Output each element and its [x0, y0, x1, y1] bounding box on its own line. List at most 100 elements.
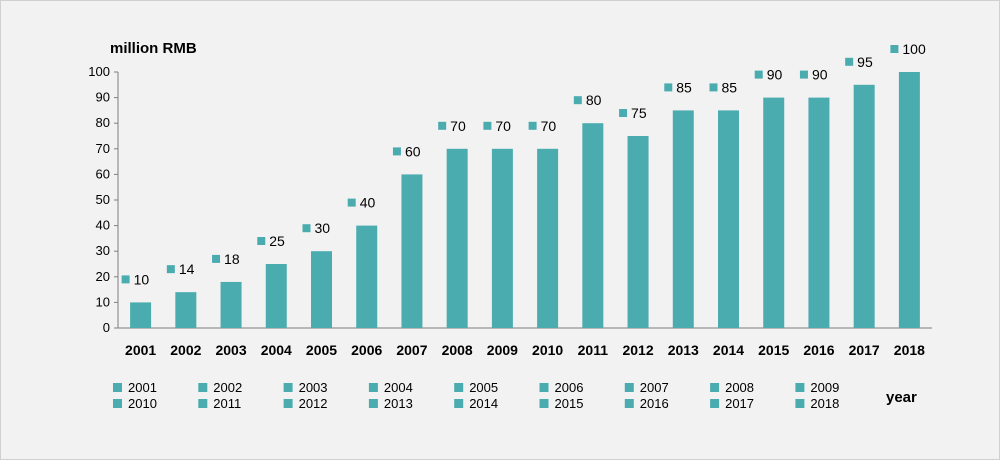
- bar-2002: [175, 292, 197, 328]
- y-tick-label: 90: [96, 90, 110, 105]
- data-label-2016: 90: [812, 67, 828, 83]
- legend-swatch: [113, 399, 122, 408]
- bar-2012: [627, 136, 649, 328]
- bar-2006: [356, 225, 378, 328]
- data-label-2001: 10: [134, 271, 150, 287]
- data-label-marker: [166, 265, 175, 274]
- legend-entry-2009: 2009: [810, 380, 839, 395]
- x-tick-label-2002: 2002: [170, 342, 201, 358]
- x-tick-label-2005: 2005: [306, 342, 337, 358]
- y-tick-label: 0: [103, 320, 110, 335]
- x-tick-label-2011: 2011: [578, 342, 609, 358]
- data-labels: 10 14 18 25 30 40 60 70 70 70 80 75 85 85 90 90 95 100: [121, 41, 926, 287]
- data-label-marker: [845, 57, 854, 66]
- data-label-2010: 70: [541, 118, 557, 134]
- legend-swatch: [368, 383, 378, 392]
- data-label-2013: 85: [676, 79, 692, 95]
- x-tick-label-2017: 2017: [849, 342, 880, 358]
- legend-swatch: [368, 399, 378, 408]
- bar-2013: [672, 110, 694, 329]
- data-label-2018: 100: [902, 41, 926, 57]
- data-label-2008: 70: [450, 118, 466, 134]
- data-label-marker: [664, 83, 673, 92]
- legend-entry-2012: 2012: [299, 396, 328, 411]
- bar-2014: [718, 110, 739, 329]
- data-label-marker: [890, 45, 899, 53]
- legend-entry-2011: 2011: [213, 396, 241, 411]
- data-label-marker: [257, 237, 266, 245]
- legend-swatch: [283, 383, 293, 392]
- x-tick-label-2018: 2018: [894, 342, 925, 358]
- bar-2001: [130, 302, 152, 328]
- legend-entry-2017: 2017: [725, 396, 754, 411]
- y-tick-label: 10: [96, 294, 110, 309]
- x-tick-label-2006: 2006: [351, 342, 382, 358]
- x-axis-title: year: [886, 389, 917, 406]
- legend-entry-2013: 2013: [384, 396, 413, 411]
- legend-swatch: [283, 399, 293, 408]
- data-label-marker: [347, 198, 356, 207]
- legend-swatch: [113, 383, 122, 392]
- data-label-marker: [709, 83, 718, 92]
- bar-2004: [265, 264, 287, 328]
- legend-entry-2007: 2007: [640, 380, 669, 395]
- data-label-2011: 80: [586, 92, 602, 108]
- x-tick-label-2009: 2009: [487, 342, 518, 358]
- y-tick-label: 20: [96, 269, 110, 284]
- bar-2018: [898, 72, 920, 328]
- legend-swatch: [198, 399, 208, 408]
- bar-2007: [401, 174, 423, 328]
- x-tick-label-2013: 2013: [668, 342, 699, 358]
- data-label-2007: 60: [405, 143, 421, 159]
- data-label-marker: [438, 121, 447, 130]
- legend-swatch: [624, 399, 634, 408]
- x-tick-label-2003: 2003: [215, 342, 246, 358]
- x-tick-label-2012: 2012: [622, 342, 653, 358]
- data-label-marker: [121, 275, 130, 284]
- data-label-marker: [799, 70, 808, 79]
- legend-entry-2008: 2008: [725, 380, 754, 395]
- data-label-2012: 75: [631, 105, 647, 121]
- data-label-marker: [302, 224, 311, 233]
- y-tick-label: 70: [96, 141, 110, 156]
- legend-swatch: [795, 399, 805, 408]
- data-label-marker: [619, 109, 628, 117]
- y-unit-label: million RMB: [110, 40, 197, 57]
- legend-entry-2001: 2001: [128, 380, 157, 395]
- y-tick-label: 60: [96, 166, 110, 181]
- y-tick-label: 80: [96, 115, 110, 130]
- bar-2003: [220, 281, 242, 328]
- x-tick-label-2010: 2010: [532, 342, 563, 358]
- data-label-2002: 14: [179, 261, 195, 277]
- y-tick-label: 40: [96, 218, 110, 233]
- legend-entry-2002: 2002: [213, 380, 242, 395]
- data-label-2009: 70: [495, 118, 511, 134]
- bar-2017: [853, 84, 875, 328]
- data-label-2003: 18: [224, 251, 240, 267]
- x-tick-labels: 2001 2002 2003 2004 2005 2006 2007 2008 2009 2010…: [125, 342, 925, 358]
- legend-swatch: [454, 383, 464, 392]
- data-label-2014: 85: [722, 79, 738, 95]
- y-tick-label: 100: [88, 64, 110, 79]
- x-tick-label-2004: 2004: [261, 342, 292, 358]
- x-tick-label-2007: 2007: [396, 342, 427, 358]
- y-tick-label: 30: [96, 243, 110, 258]
- legend-swatch: [795, 383, 805, 392]
- legend-entry-2014: 2014: [469, 396, 498, 411]
- y-ticks: 0 10 20 30 40 50 60 70 80 90 100: [88, 64, 118, 335]
- bars: [130, 72, 920, 329]
- legend-entry-2004: 2004: [384, 380, 413, 395]
- y-tick-label: 50: [96, 192, 110, 207]
- data-label-marker: [754, 70, 763, 79]
- legend-swatch: [454, 399, 464, 408]
- bar-2010: [537, 148, 559, 328]
- legend-entry-2010: 2010: [128, 396, 157, 411]
- legend-entry-2018: 2018: [810, 396, 839, 411]
- bar-2009: [491, 148, 513, 328]
- x-tick-label-2015: 2015: [758, 342, 789, 358]
- data-label-2006: 40: [360, 195, 376, 211]
- legend-swatch: [710, 399, 720, 408]
- bar-2008: [446, 148, 468, 328]
- data-label-marker: [573, 96, 582, 105]
